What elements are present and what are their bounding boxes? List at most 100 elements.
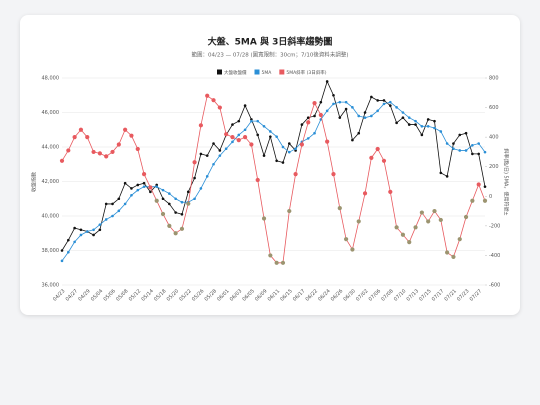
y2-tick-label: -200 (489, 223, 500, 229)
data-point (218, 149, 222, 152)
data-point (407, 116, 411, 119)
data-point (261, 216, 267, 221)
data-point (262, 154, 266, 157)
data-point (382, 102, 386, 106)
data-point (154, 198, 159, 203)
data-point (256, 133, 260, 137)
y-axis-label: 收盤指數 (31, 172, 38, 192)
data-point (180, 212, 184, 216)
chart-subtitle: 範圍：04/23 — 07/28 (圖寬限制：30cm；7/10後資料未調整) (192, 51, 349, 59)
data-point (281, 161, 285, 164)
data-point (123, 202, 127, 206)
data-point (344, 237, 349, 242)
data-point (60, 249, 64, 252)
data-point (136, 188, 140, 192)
data-point (205, 93, 210, 98)
data-point (356, 219, 361, 224)
data-point (482, 198, 488, 203)
data-point (401, 111, 405, 114)
y-tick-label: 38,000 (42, 248, 60, 254)
data-point (129, 133, 134, 138)
data-point (104, 218, 108, 221)
data-point (199, 152, 203, 156)
data-point (395, 106, 398, 109)
data-point (369, 155, 374, 160)
data-point (325, 139, 330, 144)
data-point (344, 107, 348, 111)
x-tick-label: 05/12 (128, 288, 142, 302)
x-tick-label: 07/17 (431, 288, 445, 302)
data-point (471, 143, 474, 147)
x-tick-label: 06/11 (267, 288, 281, 302)
data-point (66, 148, 71, 153)
data-point (452, 142, 455, 145)
x-tick-label: 05/26 (191, 288, 205, 302)
data-point (483, 150, 487, 154)
data-point (382, 99, 386, 102)
series-line (61, 80, 486, 251)
x-tick-label: 04/23 (52, 288, 66, 302)
data-point (79, 233, 83, 237)
data-point (332, 93, 335, 97)
x-tick-label: 05/06 (103, 288, 117, 302)
data-point (407, 240, 412, 245)
data-point (224, 147, 228, 151)
data-point (268, 253, 273, 258)
data-point (111, 202, 114, 206)
data-point (338, 100, 342, 104)
data-point (72, 135, 77, 140)
data-point (452, 147, 455, 151)
data-point (218, 154, 222, 157)
x-tick-label: 05/28 (204, 288, 218, 302)
legend-swatch (279, 69, 285, 75)
x-tick-label: 06/30 (342, 288, 356, 302)
data-point (73, 240, 76, 244)
x-tick-label: 06/03 (229, 288, 243, 302)
data-point (420, 133, 424, 137)
data-point (60, 259, 64, 263)
data-point (136, 183, 140, 187)
data-point (230, 135, 235, 140)
data-point (217, 105, 222, 110)
y2-axis-label: 斜率(點/日) 5MA，使用符號± (503, 148, 510, 215)
data-point (306, 137, 310, 140)
data-point (445, 175, 449, 178)
data-point (192, 160, 197, 165)
x-tick-label: 05/04 (90, 288, 104, 302)
x-tick-label: 07/15 (418, 288, 432, 302)
data-point (269, 135, 272, 138)
y-tick-label: 42,000 (42, 179, 60, 185)
y-tick-label: 40,000 (42, 214, 60, 220)
x-tick-label: 07/06 (368, 288, 382, 302)
data-point (110, 149, 115, 155)
x-tick-label: 07/23 (456, 288, 470, 302)
data-point (463, 214, 469, 220)
data-point (464, 149, 468, 152)
data-point (433, 126, 436, 130)
data-point (401, 116, 405, 119)
data-point (300, 123, 304, 126)
data-point (433, 119, 436, 123)
legend-label: 5MA斜率 (3日斜率) (286, 69, 326, 76)
data-point (274, 260, 279, 265)
data-point (161, 197, 165, 201)
data-point (155, 185, 159, 188)
data-point (313, 131, 316, 135)
data-point (167, 223, 172, 228)
data-point (331, 172, 336, 177)
data-point (426, 125, 430, 128)
data-point (186, 201, 191, 206)
data-point (237, 133, 241, 137)
data-point (376, 109, 379, 113)
data-point (458, 133, 462, 137)
x-tick-label: 06/22 (305, 288, 319, 302)
data-point (193, 176, 196, 180)
data-point (98, 228, 102, 232)
legend-swatch (254, 69, 260, 75)
data-point (236, 138, 241, 143)
data-point (179, 226, 185, 231)
legend-label: 大盤收盤價 (224, 69, 247, 76)
data-point (464, 131, 468, 135)
data-point (477, 152, 480, 156)
